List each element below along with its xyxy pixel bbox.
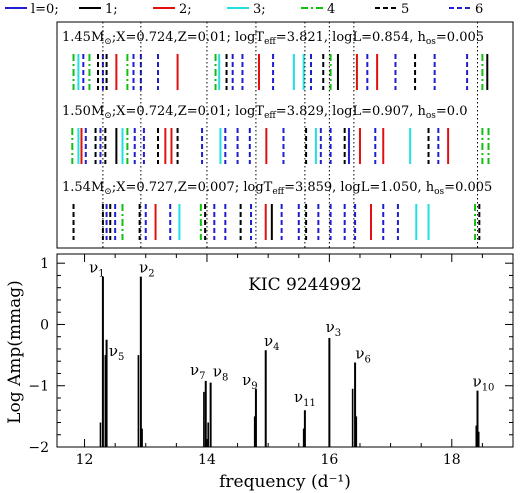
model-label-1: 1.50M⊙;X=0.724,Z=0.01; logTeff=3.829, lo… bbox=[62, 104, 467, 121]
peak-label-3: ν4 bbox=[264, 332, 280, 353]
peak-label-0: ν1 bbox=[89, 259, 105, 280]
legend-label-3: 3; bbox=[253, 2, 266, 17]
y-tick-label-2: 0 bbox=[40, 317, 49, 333]
peak-label-7: ν8 bbox=[213, 363, 229, 384]
peak-label-9: ν10 bbox=[473, 373, 495, 394]
y-tick-label-1: −1 bbox=[28, 379, 49, 395]
legend-label-0: l=0; bbox=[31, 2, 59, 17]
legend-label-1: 1; bbox=[105, 2, 118, 17]
peak-label-8: ν9 bbox=[242, 371, 258, 392]
y-tick-label-3: 1 bbox=[40, 256, 49, 272]
x-tick-label-1: 14 bbox=[198, 452, 216, 468]
model-panels: 1.45M⊙;X=0.724,Z=0.01; logTeff=3.821, lo… bbox=[62, 30, 492, 240]
model-panel-frame bbox=[56, 21, 514, 249]
x-tick-label-0: 12 bbox=[76, 452, 94, 468]
legend-label-2: 2; bbox=[179, 2, 192, 17]
peak-label-10: ν11 bbox=[294, 388, 316, 409]
x-axis-label: frequency (d⁻¹) bbox=[219, 472, 351, 492]
legend-label-5: 5 bbox=[401, 2, 409, 17]
peak-label-4: ν5 bbox=[109, 342, 125, 363]
legend-label-4: 4 bbox=[327, 2, 335, 17]
peak-label-2: ν3 bbox=[326, 318, 342, 339]
legend: l=0; 1; 2; 3; 4 5 6 bbox=[5, 2, 483, 17]
annotation-star-id: KIC 9244992 bbox=[248, 275, 362, 295]
x-tick-label-2: 16 bbox=[320, 452, 338, 468]
peak-label-1: ν2 bbox=[139, 259, 155, 280]
legend-label-6: 6 bbox=[475, 2, 483, 17]
peak-label-5: ν6 bbox=[355, 344, 371, 365]
observed-frequency-guides bbox=[102, 22, 478, 248]
y-axis-label: Log Amp(mmag) bbox=[5, 280, 25, 424]
x-tick-label-3: 18 bbox=[443, 452, 461, 468]
model-label-2: 1.54M⊙;X=0.727,Z=0.007; logTeff=3.859, l… bbox=[62, 180, 492, 197]
model-label-0: 1.45M⊙;X=0.724,Z=0.01; logTeff=3.821, lo… bbox=[62, 30, 484, 47]
spectrum-plot-frame bbox=[56, 253, 514, 448]
peak-label-6: ν7 bbox=[190, 361, 206, 382]
y-tick-label-0: −2 bbox=[28, 440, 49, 456]
